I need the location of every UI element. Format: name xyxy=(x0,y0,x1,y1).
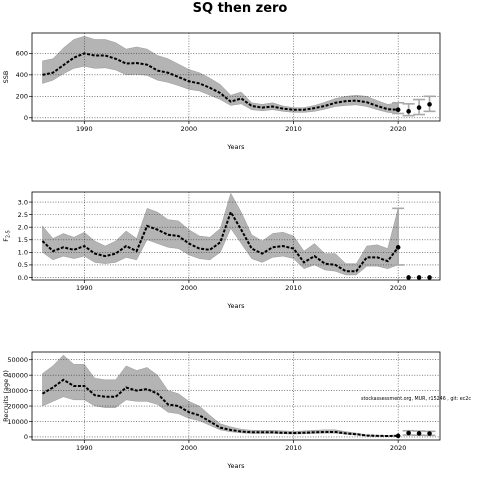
x-axis-label: Years xyxy=(226,302,245,310)
x-tick-label: 1990 xyxy=(76,125,93,133)
x-axis-label: Years xyxy=(226,462,245,470)
y-axis-label: Recruits (age 0) xyxy=(2,370,10,422)
forecast-point xyxy=(427,102,432,107)
x-tick-label: 2020 xyxy=(390,284,407,292)
y-tick-label: 0 xyxy=(24,114,28,122)
source-note: stockassessment.org, MUR, r15246 , git: … xyxy=(361,396,471,402)
panel-recruits: 1990 2000 2010 2020 0 10000 20000 30000 40000 500… xyxy=(2,351,441,470)
y-tick-label: 2.0 xyxy=(18,224,28,232)
mean-line xyxy=(41,209,399,273)
y-tick-label: 50000 xyxy=(7,356,28,364)
y-tick-label: 2.5 xyxy=(18,211,28,219)
y-tick-label: 30000 xyxy=(7,387,28,395)
y-tick-label: 40000 xyxy=(7,371,28,379)
forecast-point xyxy=(406,430,411,436)
forecast-point xyxy=(395,433,401,439)
y-tick-label: 10000 xyxy=(7,418,28,426)
y-axis-label: F2-5 xyxy=(2,230,12,242)
y-tick-label: 20000 xyxy=(7,402,28,410)
confidence-band xyxy=(42,192,399,276)
axes-frame xyxy=(31,191,441,281)
y-tick-label: 200 xyxy=(16,93,28,101)
axes-frame xyxy=(31,32,441,122)
forecast-point xyxy=(416,275,422,280)
forecast-point xyxy=(416,431,422,436)
x-tick-label: 1990 xyxy=(76,284,93,292)
x-tick-label: 2000 xyxy=(181,284,198,292)
x-tick-label: 2010 xyxy=(285,284,302,292)
x-tick-label: 2000 xyxy=(181,125,198,133)
forecast-point xyxy=(416,105,422,110)
x-axis-label: Years xyxy=(226,143,245,151)
x-tick-label: 2000 xyxy=(181,444,198,452)
y-tick-label: 0.5 xyxy=(18,261,28,269)
forecast-point xyxy=(427,275,432,280)
confidence-band xyxy=(42,354,399,437)
mean-line xyxy=(42,52,399,111)
y-tick-label: 1.5 xyxy=(18,236,28,244)
forecast-point xyxy=(395,107,401,113)
panel-ssb: 1990 2000 2010 2020 0 200 400 600 Years SSB xyxy=(2,32,441,151)
y-tick-label: 3.0 xyxy=(18,198,28,206)
y-axis-label: SSB xyxy=(2,71,10,84)
forecast-point xyxy=(427,431,432,436)
x-tick-label: 1990 xyxy=(76,444,93,452)
y-tick-label: 400 xyxy=(16,71,28,79)
mean-line xyxy=(41,378,399,437)
x-tick-label: 2020 xyxy=(390,444,407,452)
x-tick-label: 2010 xyxy=(285,444,302,452)
axes-frame xyxy=(31,351,441,441)
y-tick-label: 0.0 xyxy=(18,274,28,282)
forecast-point xyxy=(406,109,411,114)
panel-f: 1990 2000 2010 2020 0.0 0.5 1.0 1.5 2.0 2.5 3.0 Yea… xyxy=(2,191,441,310)
x-tick-label: 2020 xyxy=(390,125,407,133)
forecast-point xyxy=(395,245,401,250)
y-tick-label: 1.0 xyxy=(18,249,28,257)
forecast-point xyxy=(406,275,411,280)
x-tick-label: 2010 xyxy=(285,125,302,133)
figure-title: SQ then zero xyxy=(193,1,288,16)
y-tick-label: 0 xyxy=(24,433,28,441)
y-tick-label: 600 xyxy=(16,50,28,58)
